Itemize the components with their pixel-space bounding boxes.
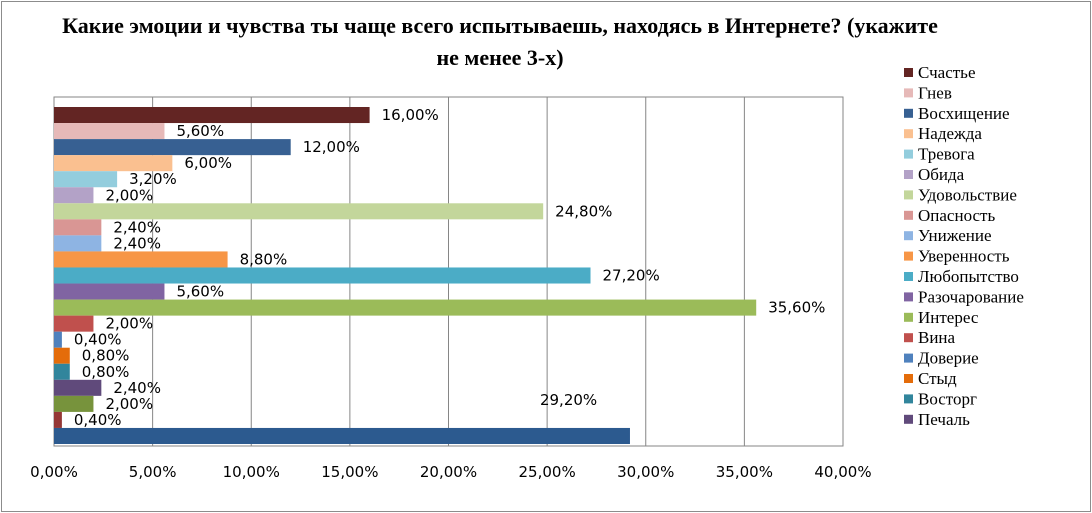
bar [54,299,757,316]
legend-swatch [904,312,913,322]
x-tick-label: 40,00% [814,463,871,481]
legend-label: Унижение [918,226,992,245]
data-label: 12,00% [303,138,360,156]
bar [54,219,102,236]
data-label: 0,80% [82,347,130,365]
bar [54,139,291,156]
data-label: 29,20% [540,391,597,409]
x-tick-label: 0,00% [30,463,78,481]
legend-swatch [904,292,913,302]
x-tick-label: 5,00% [129,463,177,481]
bar [54,155,173,172]
bar [54,251,228,268]
bar [54,347,70,364]
data-label: 2,40% [113,234,161,252]
legend-swatch [904,353,913,363]
legend-swatch [904,394,913,404]
bar [54,203,544,220]
data-label: 2,40% [113,218,161,236]
data-label: 2,00% [105,315,153,333]
legend-label: Удовольствие [918,185,1017,204]
legend-swatch [904,231,913,241]
legend-label: Вина [918,328,956,347]
data-label: 8,80% [240,250,288,268]
bars [54,107,757,444]
data-label: 0,40% [74,331,122,349]
bar [54,363,70,380]
bar [54,107,370,124]
data-label: 0,80% [82,363,130,381]
legend-swatch [904,333,913,343]
x-tick-label: 30,00% [617,463,674,481]
legend-label: Печаль [918,410,970,429]
legend-swatch [904,129,913,139]
data-label: 2,40% [113,379,161,397]
legend-swatch [904,210,913,220]
legend-label: Восторг [918,389,977,408]
legend-label: Любопытство [918,267,1019,286]
bar [54,171,118,188]
legend-label: Счастье [918,63,975,82]
legend-swatch [904,414,913,424]
legend-label: Доверие [918,349,979,368]
legend-swatch [904,272,913,281]
x-tick-label: 15,00% [321,463,378,481]
legend-label: Уверенность [918,247,1010,266]
data-label: 5,60% [176,122,224,140]
bar [54,187,94,204]
legend-label: Тревога [918,145,975,164]
bar [54,123,165,140]
legend-label: Обида [918,165,965,184]
x-tick-label: 25,00% [519,463,576,481]
legend-swatch [904,170,913,179]
legend-label: Стыд [918,369,957,388]
x-tick-label: 35,00% [716,463,773,481]
legend-label: Разочарование [918,287,1024,306]
bar [54,267,591,284]
bar [54,331,62,348]
legend-swatch [904,68,913,77]
data-label: 2,00% [105,186,153,204]
bar [54,235,102,252]
bar [54,283,165,300]
x-axis-ticks: 0,00% 5,00% 10,00% 15,00% 20,00% 25,00% 30,00%… [30,463,871,481]
legend-swatch [904,149,913,159]
legend-label: Интерес [918,308,979,327]
data-label: 0,40% [74,411,122,429]
legend-label: Восхищение [918,104,1010,123]
data-label: 27,20% [603,267,660,285]
data-label: 5,60% [176,283,224,301]
x-tick-label: 20,00% [420,463,477,481]
data-label: 24,80% [555,202,612,220]
data-label: 2,00% [105,395,153,413]
data-label: 6,00% [184,154,232,172]
bar [54,395,94,412]
x-tick-label: 10,00% [223,463,280,481]
legend-swatch [904,190,913,200]
legend-swatch [904,374,913,383]
bar [54,379,102,396]
bar [54,411,62,428]
legend-swatch [904,108,913,118]
data-label: 16,00% [382,106,439,124]
data-label: 3,20% [129,170,177,188]
bar [54,427,630,444]
data-labels: 16,00%5,60%12,00%6,00%3,20%2,00%24,80%2,… [74,106,826,429]
bar [54,315,94,332]
chart-title: Какие эмоции и чувства ты чаще всего исп… [62,13,938,70]
legend-label: Надежда [918,124,982,143]
data-label: 35,60% [768,299,825,317]
legend-swatch [904,88,913,98]
legend-label: Опасность [918,206,995,225]
legend-swatch [904,251,913,261]
legend-label: Гнев [918,83,952,102]
